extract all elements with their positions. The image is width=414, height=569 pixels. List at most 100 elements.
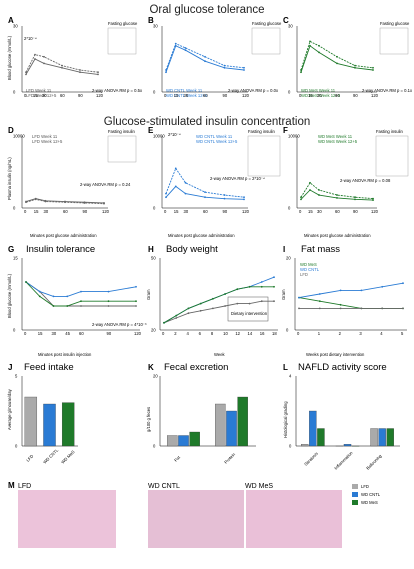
- legend-i-3: LFD: [300, 272, 308, 277]
- xlabel-i: Weeks post dietary intervention: [306, 352, 365, 357]
- data-point-b-1-1: [174, 44, 177, 47]
- x-tick-c-3: 60: [335, 93, 340, 98]
- data-point-g-1-4: [80, 290, 82, 293]
- data-point-f-0-4: [354, 196, 356, 199]
- inset-f: Fasting insulin: [375, 129, 409, 177]
- x-tick-d-4: 90: [83, 209, 88, 214]
- legend-d-1: LFD Week 11: [32, 134, 58, 139]
- data-point-a-1-1: [34, 58, 36, 60]
- cat-l-1: Steatosis: [303, 451, 319, 467]
- panel-label-f: F: [283, 126, 288, 135]
- cat-k-1: Fat: [173, 454, 181, 462]
- x-tick-g-4: 60: [79, 331, 84, 336]
- data-point-e-0-0: [165, 192, 167, 195]
- series-line-f-0: [300, 182, 374, 200]
- data-point-b-1-2: [184, 49, 187, 52]
- data-point-g-2-1: [38, 295, 41, 298]
- legend-e-1: WD CNTL Week 11: [196, 134, 233, 139]
- image-label-cntl: WD CNTL: [148, 483, 180, 490]
- data-point-i-1-5: [402, 282, 404, 285]
- series-line-a-1: [25, 58, 99, 75]
- y-tick-e-1: 10000: [153, 134, 165, 139]
- svg-text:Fasting insulin: Fasting insulin: [376, 129, 403, 134]
- data-point-c-1-4: [354, 66, 356, 69]
- x-tick-h-2: 4: [186, 331, 189, 336]
- data-point-e-1-5: [243, 198, 245, 201]
- data-point-f-1-4: [354, 198, 356, 201]
- data-point-a-0-3: [61, 64, 63, 67]
- x-tick-c-4: 90: [353, 93, 358, 98]
- data-point-h-0-5: [224, 305, 227, 307]
- series-line-h-0: [163, 300, 274, 324]
- inset-b: Fasting glucose: [251, 21, 282, 55]
- x-tick-b-5: 120: [242, 93, 250, 98]
- bar-l-2-1: [378, 428, 386, 447]
- data-point-f-1-3: [336, 197, 338, 199]
- data-point-c-1-0: [300, 71, 302, 74]
- data-point-f-1-0: [300, 198, 302, 201]
- data-point-h-2-2: [187, 307, 190, 310]
- data-point-b-0-5: [243, 66, 245, 69]
- data-point-h-2-7: [248, 285, 251, 288]
- x-tick-e-2: 30: [184, 209, 189, 214]
- data-point-h-1-9: [273, 276, 275, 279]
- x-tick-g-6: 120: [134, 331, 142, 336]
- title-nafld: NAFLD activity score: [298, 362, 387, 373]
- data-point-a-1-5: [97, 73, 99, 76]
- data-point-i-0-1: [318, 300, 321, 303]
- panel-label-l: L: [283, 363, 288, 372]
- data-point-e-1-4: [223, 197, 226, 200]
- stat-e: 2-way ANOVA RM p = 2*10⁻⁴: [210, 176, 265, 181]
- y-tick-e-0: 0: [153, 206, 156, 211]
- panel-label-d: D: [8, 126, 14, 135]
- data-point-g-1-6: [135, 285, 137, 288]
- data-point-b-0-3: [204, 55, 206, 58]
- data-point-f-1-2: [318, 194, 320, 196]
- data-point-c-0-5: [372, 66, 374, 69]
- data-point-i-2-3: [360, 307, 363, 310]
- data-point-d-1-1: [34, 197, 37, 200]
- histology-image-cntl: [148, 490, 244, 548]
- series-line-b-0: [165, 42, 245, 71]
- data-point-a-1-0: [25, 73, 27, 76]
- data-point-f-0-0: [300, 196, 302, 199]
- data-point-g-1-5: [107, 290, 110, 293]
- data-point-a-1-4: [79, 71, 81, 74]
- x-tick-d-2: 30: [44, 209, 49, 214]
- legend-e-2: WD CNTL Week 12+5: [196, 139, 238, 144]
- y-tick-k-1: 20: [153, 374, 158, 379]
- data-point-e-0-4: [223, 194, 226, 196]
- data-point-g-0-4: [80, 305, 82, 307]
- data-point-d-1-3: [64, 200, 66, 203]
- x-tick-f-3: 60: [335, 209, 340, 214]
- x-tick-b-4: 90: [223, 93, 228, 98]
- series-line-h-2: [163, 286, 274, 324]
- ylabel-j: Average g/mouse/day: [7, 388, 12, 430]
- data-point-e-0-2: [184, 181, 187, 184]
- x-tick-h-3: 6: [199, 331, 202, 336]
- x-tick-b-2: 30: [184, 93, 189, 98]
- xlabel-d: Minutes post glucose administration: [30, 233, 97, 238]
- data-point-e-1-2: [184, 192, 187, 195]
- x-tick-e-5: 120: [242, 209, 250, 214]
- y-tick-f-0: 0: [288, 206, 291, 211]
- x-tick-g-5: 90: [107, 331, 112, 336]
- data-point-h-0-6: [236, 302, 239, 305]
- x-tick-d-1: 15: [34, 209, 39, 214]
- bar-l-2-2: [386, 428, 394, 447]
- x-tick-d-5: 120: [102, 209, 110, 214]
- data-point-g-1-1: [38, 290, 41, 293]
- x-tick-a-4: 90: [78, 93, 83, 98]
- annotation-a: 2*10⁻⁴: [24, 36, 37, 41]
- data-point-e-1-0: [165, 196, 167, 199]
- x-tick-d-0: 0: [24, 209, 27, 214]
- ylabel-a: Blood glucose (mmol/L): [7, 35, 12, 80]
- x-tick-f-4: 90: [353, 209, 358, 214]
- bar-l-1-1: [343, 444, 352, 447]
- data-point-h-0-4: [211, 307, 214, 310]
- series-line-a-0: [25, 54, 99, 73]
- data-point-g-2-6: [135, 300, 137, 303]
- data-point-c-1-1: [309, 44, 311, 47]
- data-point-g-1-3: [66, 295, 69, 298]
- svg-text:WD MeS: WD MeS: [361, 500, 378, 505]
